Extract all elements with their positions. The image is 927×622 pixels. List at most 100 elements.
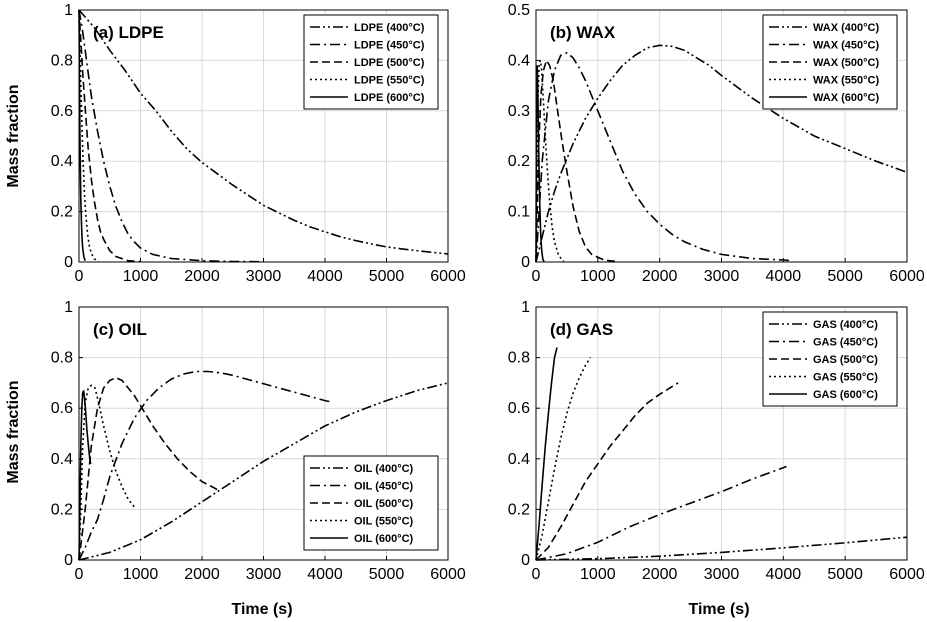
legend-label: OIL (500°C) — [354, 498, 414, 510]
chart-panel-1: 0 1000 2000 3000 4000 5000 6000 0 0.2 0.4 0.6 0.8 1 (… — [51, 2, 466, 285]
y-tick-label: 0.4 — [508, 451, 530, 468]
series-line-1 — [535, 44, 908, 263]
legend-label: OIL (550°C) — [354, 516, 414, 528]
x-tick-label: 2000 — [642, 268, 678, 285]
x-tick-label: 5000 — [827, 566, 863, 583]
series-line-5 — [78, 9, 86, 261]
y-tick-label: 0.6 — [51, 103, 73, 120]
series-line-1 — [78, 9, 449, 255]
legend: LDPE (400°C) LDPE (450°C) LDPE (500°C) LDPE… — [303, 14, 439, 110]
y-tick-label: 1 — [64, 2, 73, 19]
y-axis-title-top: Mass fraction — [5, 84, 22, 187]
y-tick-label: 1 — [521, 299, 530, 316]
y-tick-label: 0.6 — [508, 400, 530, 417]
legend: GAS (400°C) GAS (450°C) GAS (500°C) GAS (55… — [762, 311, 898, 407]
series-line-4 — [78, 384, 135, 561]
x-tick-label: 6000 — [889, 566, 925, 583]
x-tick-label: 1000 — [123, 268, 159, 285]
y-tick-label: 0.4 — [51, 153, 73, 170]
y-tick-label: 0.4 — [51, 451, 73, 468]
panel-title: (c) OIL — [93, 320, 147, 339]
x-tick-label: 2000 — [184, 268, 220, 285]
series-line-2 — [535, 465, 787, 561]
x-tick-label: 6000 — [889, 268, 925, 285]
y-tick-label: 0.2 — [51, 204, 73, 221]
x-tick-label: 4000 — [766, 268, 802, 285]
y-tick-label: 1 — [64, 299, 73, 316]
legend-label: WAX (500°C) — [813, 57, 879, 69]
legend-label: OIL (600°C) — [354, 533, 414, 545]
y-tick-label: 0.4 — [508, 52, 530, 69]
x-tick-label: 0 — [532, 268, 541, 285]
panel-title: (a) LDPE — [93, 23, 164, 42]
series-line-3 — [535, 58, 617, 263]
legend-label: LDPE (500°C) — [354, 57, 425, 69]
y-tick-label: 0.2 — [508, 501, 530, 518]
legend-label: GAS (500°C) — [813, 354, 878, 366]
chart-panel-2: 0 1000 2000 3000 4000 5000 6000 0 0.1 0.2 0.3 0.4 0.… — [508, 2, 925, 285]
y-tick-label: 0.2 — [51, 501, 73, 518]
panel-title: (d) GAS — [550, 320, 613, 339]
x-tick-label: 6000 — [430, 268, 466, 285]
chart-panel-4: 0 1000 2000 3000 4000 5000 6000 0 0.2 0.4 0.6 0.8 1 (… — [508, 299, 925, 583]
x-tick-label: 1000 — [580, 268, 616, 285]
series-line-5 — [78, 390, 92, 561]
y-tick-label: 0.3 — [508, 103, 530, 120]
series-line-2 — [535, 51, 790, 263]
x-tick-label: 3000 — [704, 268, 740, 285]
legend-label: GAS (550°C) — [813, 372, 878, 384]
y-tick-label: 0.8 — [51, 52, 73, 69]
y-tick-label: 0.8 — [508, 350, 530, 367]
y-tick-label: 0 — [521, 254, 530, 271]
x-tick-label: 2000 — [184, 566, 220, 583]
series-line-3 — [535, 382, 679, 561]
legend-label: OIL (450°C) — [354, 481, 414, 493]
x-tick-label: 0 — [75, 566, 84, 583]
x-tick-label: 5000 — [369, 566, 405, 583]
series-line-3 — [78, 376, 221, 561]
x-tick-label: 2000 — [642, 566, 678, 583]
series-line-3 — [78, 9, 141, 263]
legend: OIL (400°C) OIL (450°C) OIL (500°C) OIL (55… — [303, 455, 439, 551]
legend-label: LDPE (450°C) — [354, 40, 425, 52]
x-tick-label: 1000 — [580, 566, 616, 583]
y-axis-title-bottom: Mass fraction — [5, 380, 22, 483]
series-line-1 — [78, 382, 449, 561]
x-axis-title-left: Time (s) — [231, 601, 292, 618]
y-tick-label: 0.5 — [508, 2, 530, 19]
x-tick-label: 4000 — [766, 566, 802, 583]
y-tick-label: 0.6 — [51, 400, 73, 417]
legend: WAX (400°C) WAX (450°C) WAX (500°C) WAX (55… — [762, 14, 898, 110]
series-line-5 — [535, 65, 545, 263]
x-tick-label: 0 — [532, 566, 541, 583]
x-axis-title-right: Time (s) — [688, 601, 749, 618]
legend-label: WAX (600°C) — [813, 92, 879, 104]
series-line-4 — [535, 357, 592, 561]
x-tick-label: 5000 — [827, 268, 863, 285]
chart-panel-3: 0 1000 2000 3000 4000 5000 6000 0 0.2 0.4 0.6 0.8 1 (… — [51, 299, 466, 583]
series-line-5 — [535, 347, 558, 561]
legend-label: LDPE (550°C) — [354, 75, 425, 87]
legend-label: LDPE (400°C) — [354, 22, 425, 34]
x-tick-label: 4000 — [307, 566, 343, 583]
legend-label: GAS (600°C) — [813, 389, 878, 401]
legend-label: OIL (400°C) — [354, 463, 414, 475]
x-tick-label: 5000 — [369, 268, 405, 285]
legend-label: LDPE (600°C) — [354, 92, 425, 104]
x-tick-label: 3000 — [246, 566, 282, 583]
series-line-2 — [78, 9, 264, 263]
y-tick-label: 0.1 — [508, 204, 530, 221]
legend-label: GAS (450°C) — [813, 337, 878, 349]
series-line-1 — [535, 536, 908, 561]
y-tick-label: 0.8 — [51, 350, 73, 367]
series-line-2 — [78, 370, 332, 561]
legend-label: WAX (400°C) — [813, 22, 879, 34]
y-tick-label: 0 — [64, 552, 73, 569]
x-tick-label: 3000 — [704, 566, 740, 583]
x-tick-label: 4000 — [307, 268, 343, 285]
x-tick-label: 0 — [75, 268, 84, 285]
y-tick-label: 0 — [64, 254, 73, 271]
y-tick-label: 0 — [521, 552, 530, 569]
legend-label: GAS (400°C) — [813, 319, 878, 331]
